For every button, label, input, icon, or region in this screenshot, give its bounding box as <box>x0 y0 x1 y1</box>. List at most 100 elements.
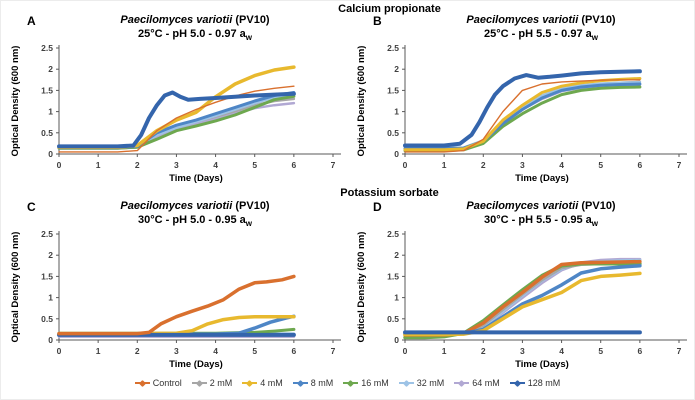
x-tick-label: 3 <box>520 346 525 356</box>
aw-subscript: w <box>591 219 598 229</box>
legend-item-2-mm: 2 mM <box>191 378 232 388</box>
conditions: 25°C - pH 5.5 - 0.97 a <box>484 28 592 40</box>
x-axis-label: Time (Days) <box>515 359 569 370</box>
panel-b: B Paecilomyces variotii (PV10) 25°C - pH… <box>353 13 693 191</box>
x-tick-label: 3 <box>174 160 179 170</box>
species-name: Paecilomyces variotii <box>466 200 579 212</box>
y-tick-label: 2.5 <box>41 229 53 239</box>
panel-letter-d: D <box>373 200 382 214</box>
x-tick-label: 3 <box>520 160 525 170</box>
conditions: 30°C - pH 5.0 - 0.95 a <box>138 214 246 226</box>
y-tick-label: 0 <box>394 149 399 159</box>
panel-letter-a: A <box>27 14 36 28</box>
panel-d: D Paecilomyces variotii (PV10) 30°C - pH… <box>353 199 693 377</box>
series-8-mm <box>403 82 642 150</box>
y-tick-label: 1.5 <box>387 271 399 281</box>
x-tick-label: 3 <box>174 346 179 356</box>
legend-label: 128 mM <box>527 378 561 388</box>
legend-item-64-mm: 64 mM <box>454 378 500 388</box>
aw-subscript: w <box>245 219 252 229</box>
y-tick-label: 1.5 <box>41 271 53 281</box>
species-name: Paecilomyces variotii <box>120 14 233 26</box>
legend-marker-icon <box>292 379 308 387</box>
legend-marker-icon <box>242 379 258 387</box>
series-16-mm <box>403 85 642 153</box>
legend-marker-icon <box>191 379 207 387</box>
x-tick-label: 4 <box>213 346 218 356</box>
panel-d-title: Paecilomyces variotii (PV10) 30°C - pH 5… <box>393 199 689 231</box>
legend-label: 4 mM <box>260 378 283 388</box>
x-tick-label: 4 <box>559 346 564 356</box>
x-tick-label: 2 <box>481 346 486 356</box>
chart-b: 0 0.5 1 1.5 2 2.5 0 1 2 3 4 5 6 7 Time (Days) Optical D… <box>356 43 687 184</box>
series-32-mm <box>403 258 642 336</box>
x-tick-label: 6 <box>291 160 296 170</box>
x-tick-label: 7 <box>331 160 336 170</box>
x-tick-label: 4 <box>559 160 564 170</box>
x-tick-label: 6 <box>291 346 296 356</box>
species-name: Paecilomyces variotii <box>120 200 233 212</box>
x-tick-label: 4 <box>213 160 218 170</box>
x-tick-label: 2 <box>135 160 140 170</box>
x-tick-label: 7 <box>677 160 682 170</box>
x-tick-label: 1 <box>442 346 447 356</box>
aw-subscript: w <box>245 33 252 43</box>
x-tick-label: 7 <box>677 346 682 356</box>
legend-label: 32 mM <box>416 378 445 388</box>
x-tick-label: 0 <box>57 346 62 356</box>
y-axis-label: Optical Density (600 nm) <box>356 232 367 343</box>
x-tick-label: 6 <box>637 346 642 356</box>
y-tick-label: 0 <box>48 335 53 345</box>
panel-b-title: Paecilomyces variotii (PV10) 25°C - pH 5… <box>393 13 689 45</box>
legend-item-control: Control <box>134 378 182 388</box>
y-tick-label: 2.5 <box>41 43 53 53</box>
legend-item-4-mm: 4 mM <box>242 378 283 388</box>
conditions: 30°C - pH 5.5 - 0.95 a <box>484 214 592 226</box>
strain-name: (PV10) <box>235 14 270 26</box>
y-tick-label: 2.5 <box>387 229 399 239</box>
x-tick-label: 0 <box>57 160 62 170</box>
legend-item-8-mm: 8 mM <box>292 378 334 388</box>
y-tick-label: 0.5 <box>41 128 53 138</box>
x-axis-label: Time (Days) <box>169 359 223 370</box>
x-tick-label: 1 <box>96 160 101 170</box>
x-tick-label: 0 <box>403 346 408 356</box>
panel-a-title: Paecilomyces variotii (PV10) 25°C - pH 5… <box>47 13 343 45</box>
x-tick-label: 5 <box>252 160 257 170</box>
species-name: Paecilomyces variotii <box>466 14 579 26</box>
y-tick-label: 0.5 <box>387 314 399 324</box>
series-control <box>57 274 296 336</box>
legend-label: 64 mM <box>472 378 500 388</box>
panel-a: A Paecilomyces variotii (PV10) 25°C - pH… <box>7 13 347 191</box>
legend-item-32-mm: 32 mM <box>398 378 445 388</box>
group-header-calcium-propionate: Calcium propionate <box>338 3 441 15</box>
x-tick-label: 1 <box>442 160 447 170</box>
y-tick-label: 2 <box>394 250 399 260</box>
legend-label: Control <box>152 378 182 388</box>
panel-c-title: Paecilomyces variotii (PV10) 30°C - pH 5… <box>47 199 343 231</box>
y-tick-label: 0 <box>48 149 53 159</box>
legend-label: 8 mM <box>310 378 334 388</box>
legend-marker-icon <box>343 379 359 387</box>
legend-item-128-mm: 128 mM <box>509 378 561 388</box>
series-64-mm <box>403 83 642 150</box>
strain-name: (PV10) <box>235 200 270 212</box>
x-tick-label: 5 <box>598 160 603 170</box>
y-tick-label: 1 <box>394 293 399 303</box>
strain-name: (PV10) <box>581 200 616 212</box>
legend-label: 16 mM <box>361 378 389 388</box>
y-tick-label: 2 <box>48 250 53 260</box>
y-axis-label: Optical Density (600 nm) <box>10 232 21 343</box>
legend-marker-icon <box>509 379 525 387</box>
chart-c: 0 0.5 1 1.5 2 2.5 0 1 2 3 4 5 6 7 Time (Days) Optical D… <box>10 229 341 370</box>
legend-marker-icon <box>134 379 150 387</box>
x-tick-label: 1 <box>96 346 101 356</box>
y-tick-label: 1 <box>394 107 399 117</box>
x-tick-label: 0 <box>403 160 408 170</box>
strain-name: (PV10) <box>581 14 616 26</box>
legend: Control 2 mM 4 mM 8 mM 16 mM 32 mM 64 mM 128 mM <box>1 378 694 388</box>
x-tick-label: 5 <box>598 346 603 356</box>
y-tick-label: 1 <box>48 293 53 303</box>
x-tick-label: 2 <box>135 346 140 356</box>
y-tick-label: 0.5 <box>41 314 53 324</box>
